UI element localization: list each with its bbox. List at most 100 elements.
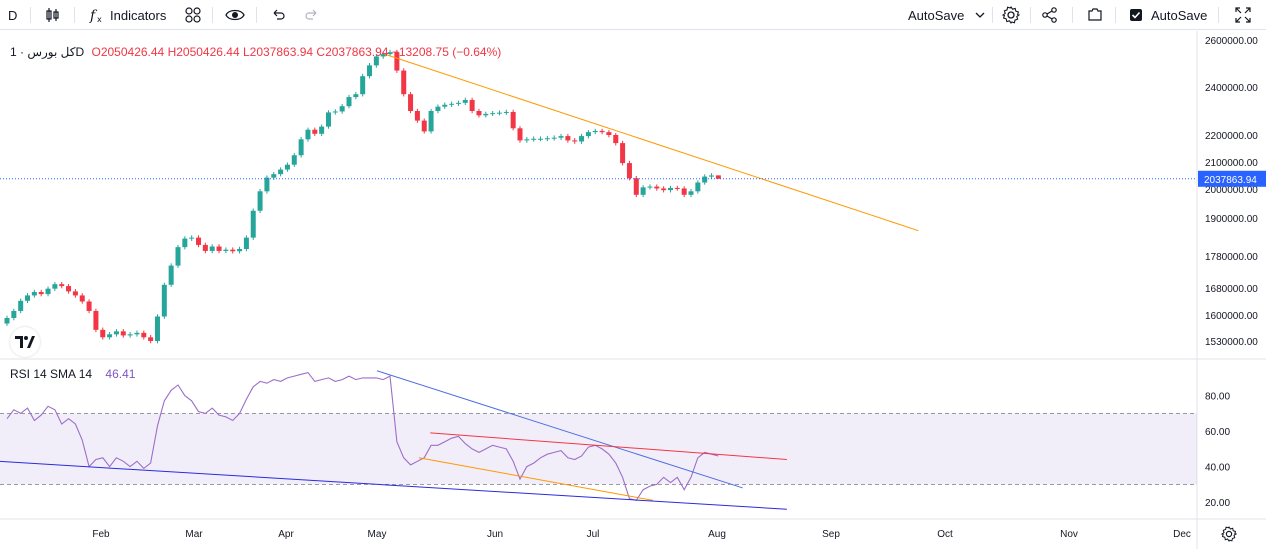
rsi-band-fill — [0, 413, 1197, 485]
autosave-dropdown[interactable]: AutoSave — [908, 0, 986, 30]
candle-up — [490, 113, 496, 115]
candle-up — [579, 136, 585, 142]
svg-text:x: x — [97, 15, 102, 24]
camera-icon — [1088, 8, 1102, 21]
toolbar-divider — [256, 7, 257, 23]
price-trend-line — [384, 53, 919, 232]
candle-down — [312, 129, 318, 134]
axis-settings-button[interactable] — [1220, 525, 1238, 548]
candle-up — [449, 103, 455, 105]
candle-up — [25, 295, 31, 301]
chart-area[interactable]: 2600000.00 2400000.00 2200000.00 2100000.00… — [0, 31, 1266, 549]
tradingview-logo-icon[interactable] — [10, 327, 40, 357]
candle-up — [558, 136, 564, 138]
undo-button[interactable] — [270, 0, 286, 30]
candle-down — [613, 135, 619, 144]
share-button[interactable] — [1041, 0, 1059, 30]
candle-up — [667, 187, 673, 191]
candle-down — [196, 237, 202, 245]
autosave-toggle[interactable]: AutoSave — [1129, 0, 1207, 30]
candle-up — [428, 111, 434, 132]
candle-up — [319, 126, 325, 134]
chart-canvas[interactable]: 2600000.00 2400000.00 2200000.00 2100000.00… — [0, 31, 1266, 549]
symbol-button[interactable]: D — [8, 0, 17, 30]
toolbar-divider — [992, 7, 993, 23]
candle-down — [230, 249, 236, 252]
candle-up — [380, 54, 386, 57]
rsi-tick-label: 60.00 — [1205, 427, 1230, 438]
candle-up — [237, 249, 243, 252]
candle-up — [332, 111, 338, 113]
candle-up — [585, 132, 591, 137]
toolbar-divider — [212, 7, 213, 23]
candle-up — [360, 76, 366, 95]
price-tick-label: 2100000.00 — [1205, 158, 1258, 169]
candle-down — [606, 132, 612, 135]
candle-up — [455, 102, 461, 104]
redo-button[interactable] — [304, 0, 320, 30]
candle-up — [161, 284, 167, 317]
snapshot-button[interactable] — [1086, 0, 1104, 30]
price-tick-label: 1900000.00 — [1205, 214, 1258, 225]
candle-down — [626, 163, 632, 179]
toolbar-divider — [1030, 7, 1031, 23]
chart-type-button[interactable] — [44, 0, 62, 30]
candle-up — [531, 138, 537, 140]
candle-up — [373, 56, 379, 66]
candle-down — [59, 284, 65, 287]
rsi-legend-name[interactable]: RSI 14 SMA 14 — [10, 367, 93, 381]
candle-down — [141, 332, 147, 338]
candle-down — [620, 143, 626, 164]
legend-symbol[interactable]: کل بورس · 1D — [10, 45, 85, 59]
candle-up — [442, 104, 448, 107]
symbol-label: D — [8, 7, 18, 23]
candle-up — [243, 237, 249, 250]
candle-up — [284, 164, 290, 170]
indicators-label: Indicators — [110, 7, 167, 23]
candle-up — [346, 97, 352, 107]
candles-group — [4, 49, 721, 344]
candle-down — [72, 291, 78, 296]
candle-down — [66, 286, 72, 292]
rsi-legend-value: 46.41 — [105, 367, 136, 381]
candle-up — [182, 238, 188, 248]
candle-up — [107, 334, 113, 338]
candle-up — [496, 112, 502, 114]
candle-up — [154, 316, 160, 341]
price-tick-label: 2600000.00 — [1205, 36, 1258, 47]
rsi-tick-label: 20.00 — [1205, 498, 1230, 509]
fullscreen-button[interactable] — [1235, 0, 1251, 30]
candle-down — [421, 120, 427, 132]
candle-up — [339, 106, 345, 112]
price-legend: کل بورس · 1D O2050426.44 H2050426.44 L20… — [10, 45, 501, 59]
gear-icon — [1001, 6, 1021, 24]
candle-up — [175, 247, 181, 266]
x-tick-label: Sep — [822, 529, 840, 540]
settings-button[interactable] — [1001, 0, 1021, 30]
candle-down — [654, 186, 660, 189]
legend-high: H2050426.44 — [167, 45, 240, 59]
candle-down — [216, 246, 222, 251]
fullscreen-icon — [1235, 7, 1251, 23]
candle-down — [715, 175, 721, 179]
price-tick-label: 1780000.00 — [1205, 252, 1258, 263]
candles-icon — [46, 8, 59, 22]
templates-button[interactable] — [184, 0, 202, 30]
price-tick-label: 2000000.00 — [1205, 185, 1258, 196]
candle-up — [709, 175, 715, 177]
eye-icon — [225, 9, 245, 21]
candle-up — [647, 186, 653, 188]
x-tick-label: Mar — [185, 529, 203, 540]
candle-down — [476, 111, 482, 116]
candle-down — [599, 130, 605, 133]
x-tick-label: Nov — [1060, 529, 1078, 540]
x-tick-label: Jun — [487, 529, 503, 540]
candle-up — [271, 174, 277, 178]
candle-down — [408, 94, 414, 111]
candle-up — [524, 139, 530, 141]
candle-down — [517, 128, 523, 141]
redo-icon — [305, 9, 317, 20]
visibility-button[interactable] — [225, 0, 245, 30]
